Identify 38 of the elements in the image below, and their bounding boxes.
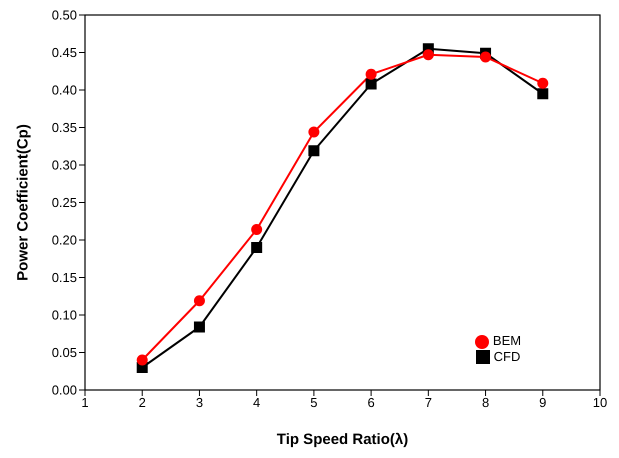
y-tick-label: 0.45 bbox=[52, 45, 77, 60]
y-tick-label: 0.25 bbox=[52, 195, 77, 210]
point bbox=[537, 88, 548, 100]
x-tick-label: 8 bbox=[482, 395, 490, 410]
y-tick-label: 0.15 bbox=[52, 270, 77, 286]
x-tick-label: 3 bbox=[196, 395, 204, 410]
legend-label: CFD bbox=[494, 348, 520, 364]
x-tick-label: 10 bbox=[592, 395, 608, 410]
x-tick-label: 5 bbox=[310, 395, 318, 410]
y-tick-label: 0.40 bbox=[52, 82, 77, 98]
y-tick-label: 0.20 bbox=[52, 232, 77, 248]
point bbox=[422, 49, 434, 60]
y-tick-label: 0.05 bbox=[52, 345, 77, 360]
x-tick-label: 4 bbox=[253, 395, 260, 410]
point bbox=[308, 145, 320, 156]
x-tick-label: 7 bbox=[424, 395, 432, 410]
y-tick-label: 0.35 bbox=[52, 120, 77, 136]
point bbox=[366, 78, 377, 90]
point bbox=[251, 242, 262, 253]
point bbox=[251, 224, 262, 235]
y-tick-label: 0.00 bbox=[52, 382, 77, 398]
y-tick-label: 0.10 bbox=[52, 308, 77, 323]
y-axis-title: Power Coefficient(Cp) bbox=[14, 124, 32, 281]
point bbox=[537, 78, 548, 89]
point bbox=[308, 126, 320, 138]
point bbox=[194, 295, 205, 306]
x-tick-label: 6 bbox=[367, 395, 375, 410]
y-tick-label: 0.50 bbox=[52, 8, 77, 23]
y-tick-label: 0.30 bbox=[52, 158, 77, 173]
legend-label: BEM bbox=[492, 333, 522, 348]
point bbox=[480, 52, 492, 62]
point bbox=[366, 68, 377, 80]
x-axis-title: Tip Speed Ratio(λ) bbox=[276, 431, 408, 448]
point bbox=[194, 322, 205, 332]
point bbox=[136, 354, 148, 366]
x-tick-label: 1 bbox=[81, 395, 89, 410]
x-tick-label: 9 bbox=[539, 395, 546, 410]
x-tick-label: 2 bbox=[138, 395, 146, 410]
